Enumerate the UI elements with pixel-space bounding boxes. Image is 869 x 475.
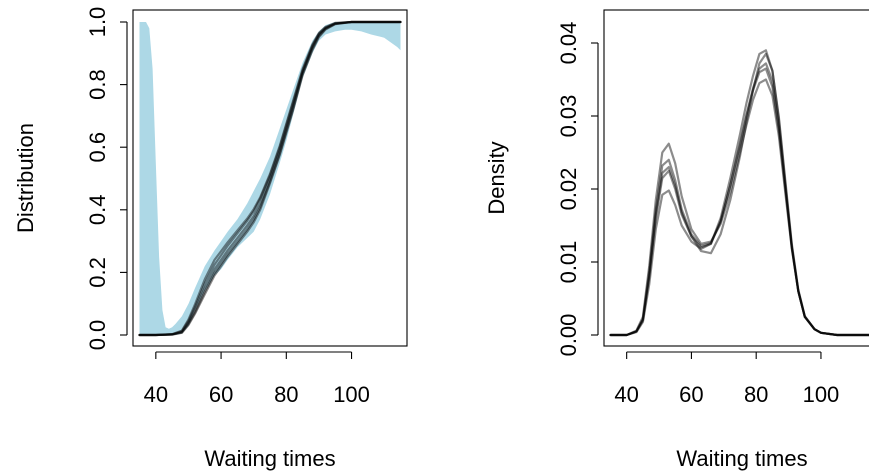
series-line: [609, 52, 869, 337]
y-tick-label: 0.04: [556, 22, 581, 65]
x-tick-label: 60: [679, 382, 703, 407]
x-tick-label: 40: [614, 382, 638, 407]
distribution-plot-frame: [132, 9, 408, 347]
x-tick-label: 100: [803, 382, 840, 407]
y-tick-label: 0.00: [556, 314, 581, 357]
series-line: [138, 20, 402, 337]
density-x-axis: 40 60 80 100: [614, 351, 840, 407]
density-y-axis: 0.00 0.01 0.02 0.03 0.04: [556, 22, 599, 357]
distribution-x-axis: 40 60 80 100: [144, 351, 370, 407]
series-line: [609, 67, 869, 337]
x-tick-label: 80: [274, 382, 298, 407]
y-tick-label: 0.6: [85, 132, 110, 163]
y-tick-label: 0.03: [556, 95, 581, 138]
y-tick-label: 0.01: [556, 241, 581, 284]
density-panel: 40 60 80 100 0.00 0.01 0.02 0.03 0.04 Waiting t…: [484, 9, 869, 471]
series-line: [138, 20, 402, 337]
series-line: [138, 20, 402, 337]
x-tick-label: 40: [144, 382, 168, 407]
x-tick-label: 80: [744, 382, 768, 407]
density-plot-frame: [603, 9, 869, 347]
density-plot-area: [609, 49, 869, 337]
distribution-y-axis-label: Distribution: [13, 123, 38, 233]
y-tick-label: 0.2: [85, 257, 110, 288]
y-tick-label: 0.02: [556, 168, 581, 211]
density-y-axis-label: Density: [484, 141, 509, 214]
y-tick-label: 0.0: [85, 320, 110, 351]
series-line: [609, 49, 869, 337]
density-x-axis-label: Waiting times: [676, 446, 807, 471]
y-tick-label: 0.8: [85, 69, 110, 100]
y-tick-label: 1.0: [85, 7, 110, 38]
distribution-x-axis-label: Waiting times: [204, 446, 335, 471]
distribution-plot-area: [138, 20, 402, 337]
confidence-band: [139, 22, 401, 335]
series-line: [609, 78, 869, 337]
series-line: [138, 20, 402, 337]
distribution-panel: 40 60 80 100 0.0 0.2 0.4 0.6 0.8 1.0 Waiting tim…: [13, 7, 408, 471]
y-tick-label: 0.4: [85, 195, 110, 226]
x-tick-label: 60: [209, 382, 233, 407]
series-line: [609, 62, 869, 337]
x-tick-label: 100: [333, 382, 370, 407]
series-line: [138, 20, 402, 337]
distribution-y-axis: 0.0 0.2 0.4 0.6 0.8 1.0: [85, 7, 128, 351]
